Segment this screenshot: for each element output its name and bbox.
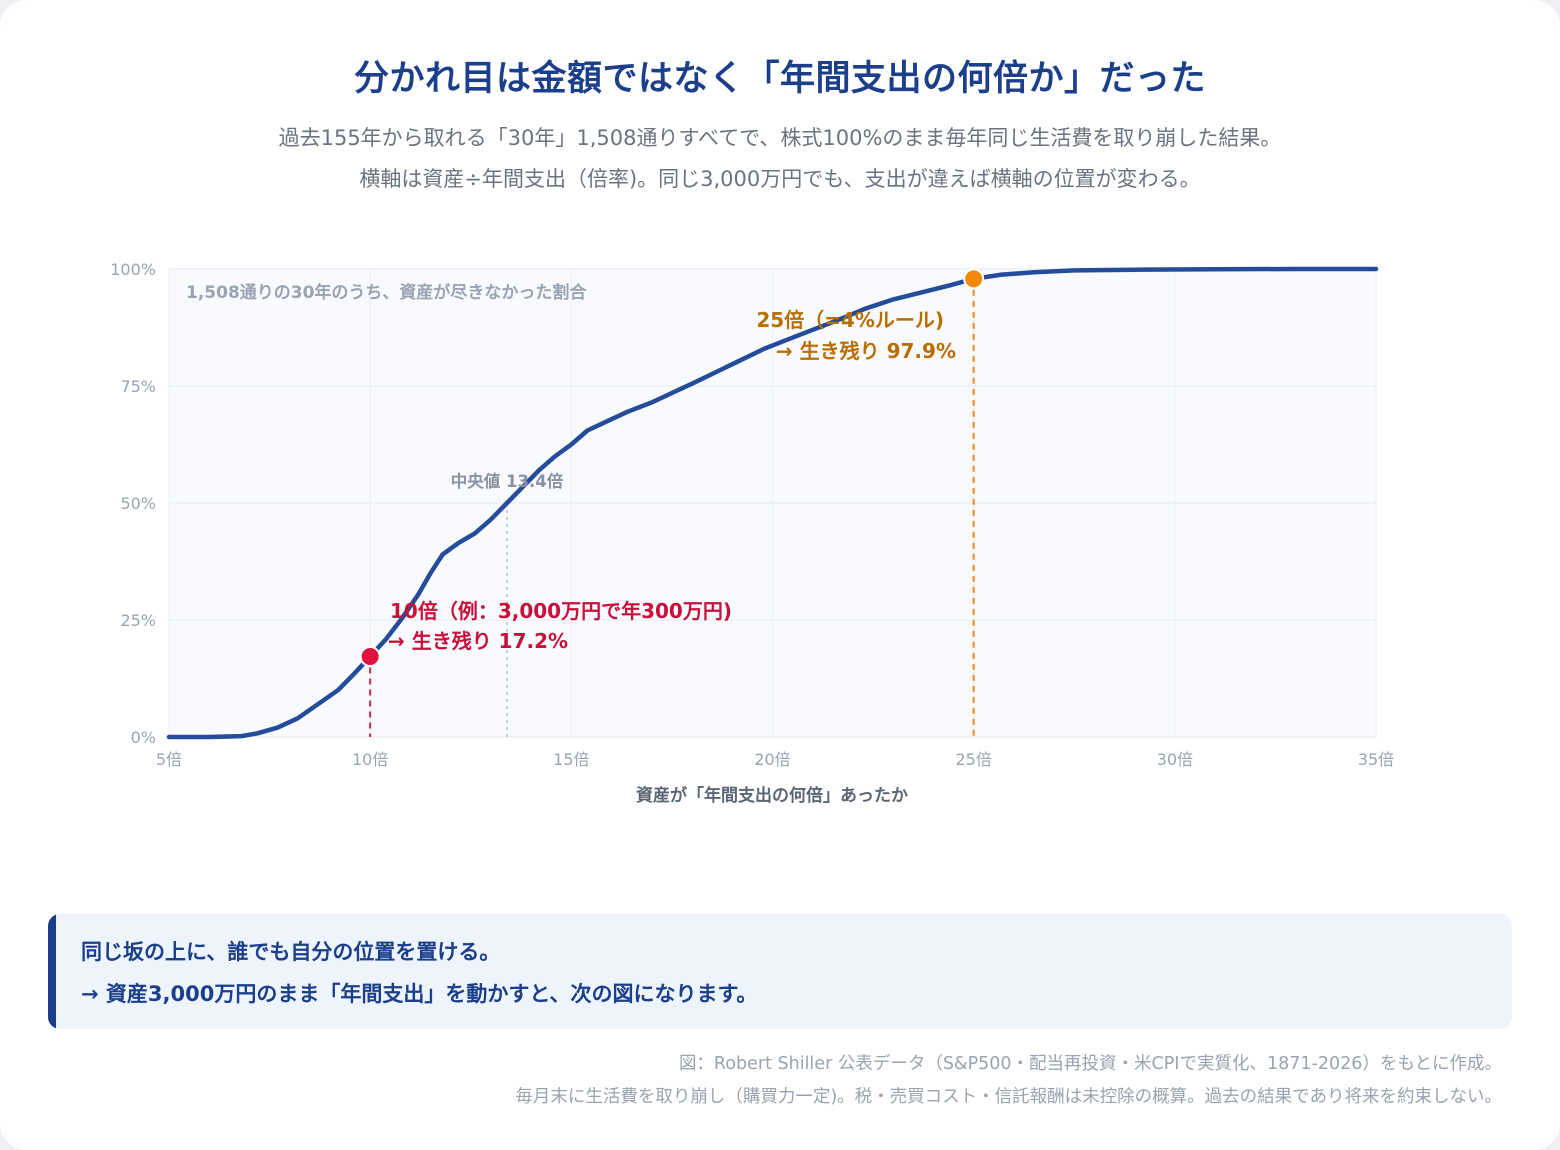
callout-box: 同じ坂の上に、誰でも自分の位置を置ける。 → 資産3,000万円のまま「年間支出… <box>48 914 1512 1029</box>
x-tick-label: 20倍 <box>754 750 790 769</box>
marker-10x <box>359 646 381 668</box>
callout-line-2: → 資産3,000万円のまま「年間支出」を動かすと、次の図になります。 <box>81 982 758 1006</box>
x-tick-label: 25倍 <box>955 750 991 769</box>
x-tick-label: 10倍 <box>352 750 388 769</box>
x-tick-label: 35倍 <box>1358 750 1394 769</box>
x-axis-label: 資産が「年間支出の何倍」あったか <box>636 785 908 806</box>
y-tick-label: 25% <box>120 611 156 630</box>
survival-curve <box>166 266 1379 740</box>
y-tick-label: 75% <box>120 377 156 396</box>
annotation-10x-line1: 10倍（例：3,000万円で年300万円) <box>390 599 732 623</box>
page-title: 分かれ目は金額ではなく「年間支出の何倍か」だった <box>353 59 1206 99</box>
footnote-line-2: 毎月末に生活費を取り崩し（購買力一定)。税・売買コスト・信託報酬は未控除の概算。… <box>515 1087 1502 1107</box>
survival-chart: 0% 25% 50% 75% 100% 5倍 10倍 15倍 20倍 25倍 30倍 35倍 1,5… <box>110 260 1394 806</box>
y-axis: 0% 25% 50% 75% 100% <box>110 260 156 747</box>
grid <box>168 268 1377 738</box>
x-tick-label: 30倍 <box>1157 750 1193 769</box>
subtitle-line-1: 過去155年から取れる「30年」1,508通りすべてで、株式100%のまま毎年同… <box>278 126 1282 150</box>
callout-line-1: 同じ坂の上に、誰でも自分の位置を置ける。 <box>81 940 501 964</box>
annotation-25x-line2: → 生き残り 97.9% <box>776 339 956 363</box>
markers <box>359 268 985 668</box>
chart-inner-label: 1,508通りの30年のうち、資産が尽きなかった割合 <box>186 282 587 303</box>
annotation-10x-line2: → 生き残り 17.2% <box>388 629 568 653</box>
y-tick-label: 0% <box>131 728 156 747</box>
marker-25x <box>963 268 985 290</box>
annotation-25x-line1: 25倍（=4%ルール) <box>756 308 944 332</box>
footnote-line-1: 図：Robert Shiller 公表データ（S&P500・配当再投資・米CPI… <box>678 1054 1502 1074</box>
guide-lines <box>369 278 975 737</box>
median-label: 中央値 13.4倍 <box>451 471 564 491</box>
x-tick-label: 5倍 <box>156 750 182 769</box>
subtitle-line-2: 横軸は資産÷年間支出（倍率)。同じ3,000万円でも、支出が違えば横軸の位置が変… <box>359 167 1201 191</box>
x-axis: 5倍 10倍 15倍 20倍 25倍 30倍 35倍 <box>156 750 1394 769</box>
x-tick-label: 15倍 <box>553 750 589 769</box>
y-tick-label: 100% <box>110 260 156 279</box>
y-tick-label: 50% <box>120 494 156 513</box>
callout-accent-bar <box>48 914 56 1029</box>
